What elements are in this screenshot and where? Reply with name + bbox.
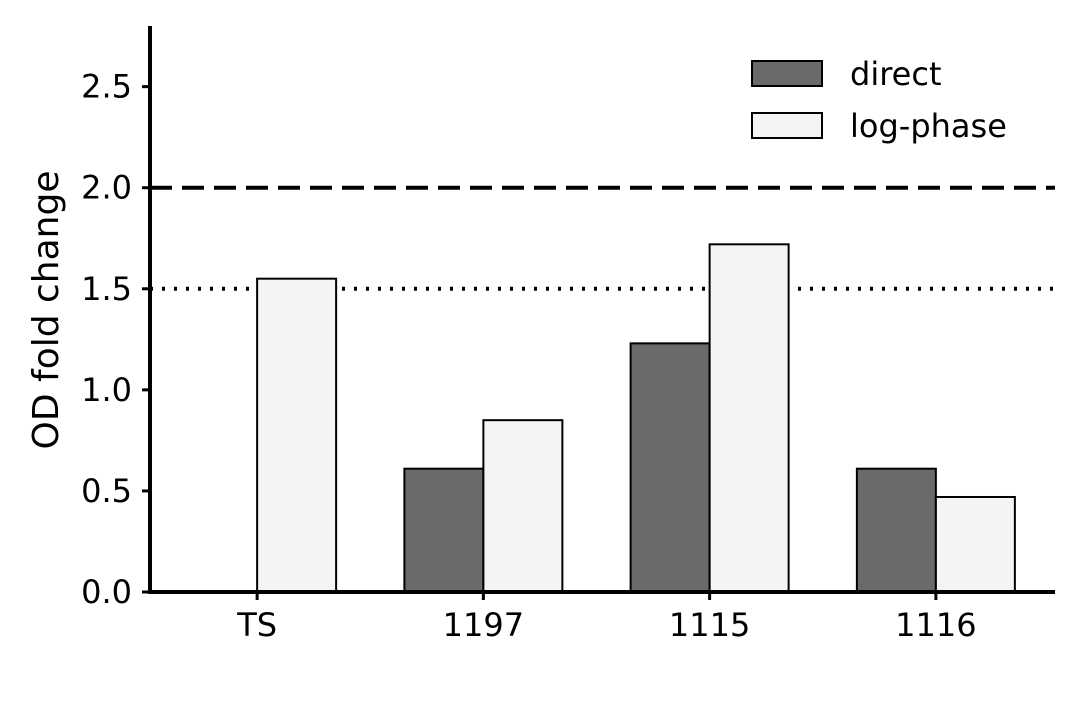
bar-log-phase-TS	[256, 277, 338, 593]
legend-swatch-direct	[751, 60, 823, 87]
bar-direct-1115	[629, 342, 711, 593]
legend-label-log-phase: log-phase	[850, 107, 1007, 145]
x-tick-label: TS	[236, 606, 277, 644]
y-tick-label: 2.0	[81, 169, 132, 207]
bar-log-phase-1116	[934, 495, 1016, 593]
x-tick-label: 1116	[895, 606, 976, 644]
bar-direct-1116	[855, 467, 937, 594]
y-axis-label: OD fold change	[26, 171, 67, 450]
y-tick-label: 0.0	[81, 573, 132, 611]
legend-swatch-log-phase	[751, 112, 823, 139]
reference-lines	[150, 185, 1055, 291]
x-tick-label: 1197	[443, 606, 524, 644]
legend: direct log-phase	[751, 55, 1007, 145]
y-tick-label: 0.5	[81, 472, 132, 510]
x-tick-label: 1115	[669, 606, 750, 644]
y-tick-label: 1.5	[81, 270, 132, 308]
bar-direct-1197	[403, 467, 485, 594]
y-tick-label: 1.0	[81, 371, 132, 409]
y-ticks: 0.0 0.5 1.0 1.5 2.0 2.5	[81, 68, 150, 611]
bar-log-phase-1115	[708, 243, 790, 593]
bars	[256, 243, 1016, 594]
bar-log-phase-1197	[482, 419, 564, 593]
axes	[148, 26, 1055, 594]
legend-label-direct: direct	[850, 55, 941, 93]
x-ticks: TS 1197 1115 1116	[236, 592, 977, 644]
y-tick-label: 2.5	[81, 68, 132, 106]
